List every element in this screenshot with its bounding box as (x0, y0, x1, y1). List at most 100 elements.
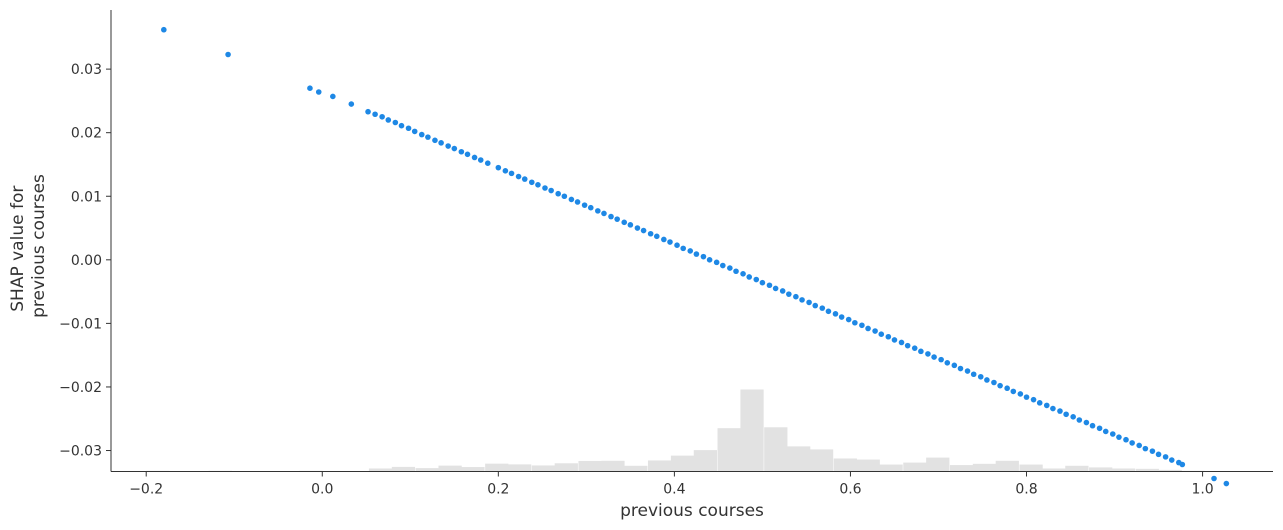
histogram-bar (740, 389, 764, 472)
data-point (161, 26, 167, 33)
x-tick-label: 0.6 (839, 482, 861, 498)
data-point (957, 365, 964, 372)
y-axis-label-line-2: previous courses (29, 174, 49, 318)
data-point (1162, 454, 1169, 460)
data-point (687, 248, 694, 254)
histogram-bar (531, 465, 556, 472)
data-point (477, 157, 484, 163)
x-ticks: −0.2 0.0 0.2 0.4 0.6 0.8 1.0 (129, 471, 1214, 498)
data-point (464, 151, 471, 158)
data-point (852, 319, 858, 326)
x-tick-label: 0.8 (1015, 482, 1037, 498)
data-point (911, 345, 918, 351)
data-point (806, 299, 812, 306)
data-point (1010, 388, 1017, 395)
data-point (385, 117, 392, 123)
data-point (614, 216, 620, 222)
y-tick-label: 0.01 (71, 189, 102, 205)
data-point (1063, 411, 1069, 418)
data-point (832, 311, 839, 317)
histogram-bar (670, 455, 695, 472)
data-point (627, 222, 634, 228)
data-point (727, 265, 733, 271)
data-point (1149, 448, 1156, 454)
data-point (330, 93, 336, 100)
data-point (865, 325, 871, 332)
histogram-bar (485, 463, 509, 472)
data-point (495, 164, 502, 171)
data-point (398, 122, 405, 129)
histogram-bar (856, 459, 880, 472)
histogram-bar (995, 460, 1019, 472)
data-point (1070, 414, 1076, 420)
histogram-bar (903, 462, 927, 472)
data-point (772, 285, 779, 292)
data-point (458, 148, 465, 155)
histogram-bar (809, 449, 834, 472)
data-point (891, 337, 898, 343)
data-point (779, 288, 786, 294)
data-point (1036, 400, 1043, 406)
data-point (885, 333, 892, 340)
data-point (720, 262, 726, 269)
data-point (647, 230, 654, 237)
data-point (713, 259, 720, 266)
histogram-bar (624, 465, 648, 472)
data-point (991, 379, 997, 386)
data-point (405, 125, 412, 132)
data-point (838, 314, 845, 320)
data-point (542, 185, 548, 191)
data-point (1211, 475, 1217, 482)
histogram-bar (461, 467, 485, 472)
data-point (1109, 431, 1116, 437)
data-point (640, 227, 647, 234)
data-point (1017, 391, 1024, 397)
data-point (451, 145, 458, 152)
y-axis-label-line-1: SHAP value for (8, 186, 28, 312)
data-point (561, 193, 568, 200)
data-point (587, 204, 594, 211)
y-ticks: 0.03 0.02 0.01 0.00 −0.01 −0.02 −0.03 (59, 62, 111, 460)
y-tick-label: −0.01 (59, 316, 102, 332)
data-point (1129, 440, 1135, 446)
histogram-bar (833, 458, 857, 472)
data-point (759, 279, 766, 286)
histogram-bar (717, 428, 741, 472)
data-point (786, 291, 792, 297)
data-point (568, 196, 575, 203)
data-point (1155, 451, 1162, 458)
data-point (938, 356, 944, 363)
histogram-bar (1111, 468, 1136, 472)
data-point (951, 362, 958, 369)
data-point (608, 213, 614, 220)
feature-histogram (146, 389, 1205, 472)
data-point (1142, 445, 1149, 452)
x-tick-label: 0.0 (311, 482, 333, 498)
histogram-bar (647, 460, 672, 472)
data-point (1102, 428, 1109, 435)
data-point (1076, 417, 1083, 423)
data-point (872, 328, 878, 334)
histogram-bar (1042, 468, 1066, 472)
data-point (1030, 396, 1037, 403)
data-point (411, 128, 418, 135)
data-point (418, 131, 425, 138)
histogram-bar (787, 446, 811, 472)
data-point (925, 351, 931, 357)
data-point (535, 182, 541, 188)
data-point (1116, 434, 1122, 440)
data-point (365, 108, 371, 115)
x-tick-label: 1.0 (1191, 482, 1213, 498)
data-point (508, 170, 515, 177)
data-point (898, 339, 905, 346)
data-point (1223, 480, 1230, 487)
data-point (521, 176, 528, 182)
data-point (984, 377, 990, 383)
histogram-bar (368, 468, 393, 472)
data-point (1123, 436, 1129, 443)
y-tick-label: 0.00 (71, 253, 102, 269)
histogram-bar (949, 465, 974, 472)
data-point (621, 219, 628, 226)
data-point (528, 179, 535, 186)
